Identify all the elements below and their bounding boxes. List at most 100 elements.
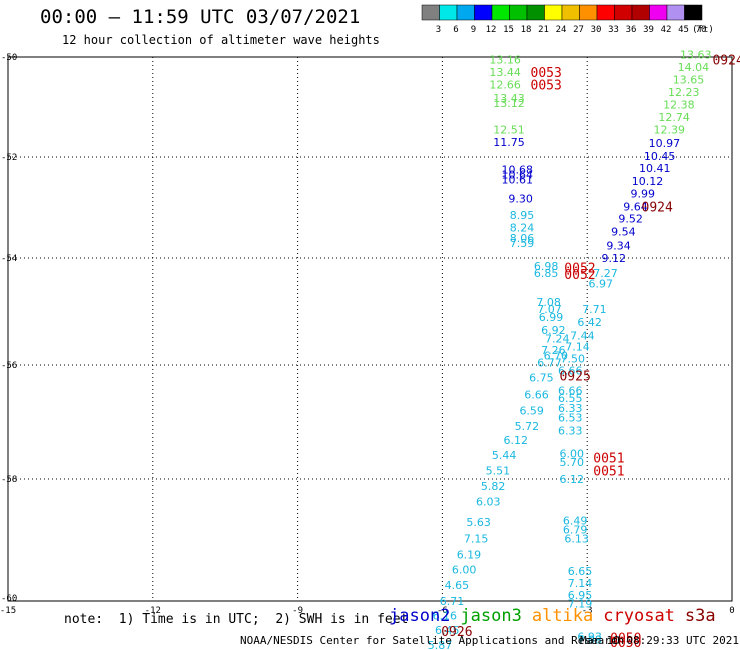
wave-height-label: 10.61 xyxy=(501,174,533,187)
wave-height-label: 10.45 xyxy=(644,150,676,163)
colorbar-unit: (ft) xyxy=(692,25,714,35)
y-tick-label: -58 xyxy=(1,475,17,485)
wave-height-label: 10.68 xyxy=(501,164,533,177)
wave-height-label: 12.74 xyxy=(658,111,690,124)
wave-height-label: 6.66 xyxy=(558,365,583,378)
colorbar-tick-label: 45 xyxy=(678,25,689,35)
wave-height-label: 9.99 xyxy=(630,187,655,200)
wave-height-label: 10.41 xyxy=(639,162,671,175)
wave-height-label: 4.65 xyxy=(445,579,470,592)
legend-entry-jason2: jason2 xyxy=(389,606,451,626)
wave-height-label: 8.06 xyxy=(510,232,535,245)
wave-height-label: 6.00 xyxy=(452,563,477,576)
colorbar-tick-label: 39 xyxy=(643,25,654,35)
pass-time-label: 0051 xyxy=(593,464,624,479)
wave-height-label: 6.33 xyxy=(558,402,583,415)
wave-height-label: 6.03 xyxy=(476,496,501,509)
wave-height-label: 12.66 xyxy=(489,79,521,92)
pass-time-label: 0052 xyxy=(564,268,595,283)
wave-height-label: 6.00 xyxy=(560,447,585,460)
wave-height-label: 5.87 xyxy=(428,639,453,650)
wave-height-label: 7.27 xyxy=(593,267,618,280)
wave-height-label: 7.15 xyxy=(464,533,489,546)
wave-height-label: 8.95 xyxy=(510,209,535,222)
wave-height-label: 6.92 xyxy=(541,324,566,337)
wave-height-label: 6.42 xyxy=(577,316,602,329)
wave-height-label: 13.16 xyxy=(489,54,521,67)
plot-frame xyxy=(7,56,733,602)
colorbar-tick-label: 21 xyxy=(538,25,549,35)
wave-height-label: 6.71 xyxy=(440,595,465,608)
colorbar-tick-label: 15 xyxy=(503,25,514,35)
wave-height-label: 5.63 xyxy=(466,516,491,529)
pass-time-label: 0051 xyxy=(593,451,624,466)
x-tick-label: -15 xyxy=(0,606,16,616)
wave-height-label: 13.44 xyxy=(489,66,521,79)
wave-height-label: 7.14 xyxy=(568,577,593,590)
wave-height-label: 6.66 xyxy=(524,389,549,402)
footnote: note: 1) Time is in UTC; 2) SWH is in fe… xyxy=(64,612,409,627)
wave-height-label: 6.99 xyxy=(539,311,564,324)
wave-height-label: 6.97 xyxy=(588,278,613,291)
wave-height-label: 13.43 xyxy=(493,92,525,105)
wave-height-label: 6.19 xyxy=(457,549,482,562)
wave-height-label: 6.45 xyxy=(435,624,460,637)
wave-height-label: 13.65 xyxy=(673,74,705,87)
generated-timestamp: Mar 10 08:29:33 UTC 2021 xyxy=(580,634,739,647)
pass-time-label: 0053 xyxy=(531,66,562,81)
colorbar-tick-label: 70 xyxy=(696,25,707,35)
color-scale-bar: 3 6 9 12 15 18 21 24 27 30 33 36 39 42 45 70(ft) xyxy=(421,4,714,35)
colorbar-tick-label: 12 xyxy=(486,25,497,35)
wave-height-label: 14.04 xyxy=(678,61,710,74)
colorbar-tick-label: 3 xyxy=(436,25,441,35)
wave-height-label: 6.49 xyxy=(563,515,588,528)
wave-height-label: 8.24 xyxy=(510,222,535,235)
wave-height-label: 6.93 xyxy=(577,631,602,644)
wave-height-label: 6.98 xyxy=(534,260,559,273)
colorbar-tick-label: 30 xyxy=(591,25,602,35)
wave-height-label: 7.14 xyxy=(565,340,590,353)
wave-height-label: 9.12 xyxy=(601,252,626,265)
colorbar-tick-label: 6 xyxy=(453,25,458,35)
wave-height-label: 12.39 xyxy=(654,124,686,137)
wave-height-label: 6.16 xyxy=(433,610,458,623)
wave-height-label: 6.55 xyxy=(558,392,583,405)
wave-height-label: 6.66 xyxy=(558,385,583,398)
wave-height-label: 6.79 xyxy=(563,524,588,537)
wave-height-label: 7.59 xyxy=(510,237,535,250)
wave-height-label: 13.12 xyxy=(493,97,525,110)
y-tick-label: -54 xyxy=(1,254,17,264)
y-tick-label: -56 xyxy=(1,361,17,371)
wave-height-label: 6.33 xyxy=(558,425,583,438)
pass-time-label: 0052 xyxy=(564,262,595,277)
x-tick-label: 0 xyxy=(729,606,734,616)
wave-height-label: 12.23 xyxy=(668,86,700,99)
wave-height-label: 6.95 xyxy=(568,589,593,602)
wave-height-label: 7.50 xyxy=(560,353,585,366)
wave-height-label: 9.64 xyxy=(623,200,648,213)
page-title: 00:00 – 11:59 UTC 03/07/2021 xyxy=(40,6,361,28)
pass-time-label: 0926 xyxy=(441,625,472,640)
pass-time-label: 0925 xyxy=(559,369,590,384)
credit-text: NOAA/NESDIS Center for Satellite Applica… xyxy=(240,634,625,647)
colorbar-swatch xyxy=(684,4,703,21)
wave-height-label: 5.44 xyxy=(492,449,517,462)
pass-time-label: 0053 xyxy=(531,79,562,94)
wave-height-label: 5.70 xyxy=(560,456,585,469)
colorbar-tick-label: 36 xyxy=(626,25,637,35)
legend-entry-altika: altika xyxy=(531,606,594,626)
wave-height-label: 10.64 xyxy=(501,169,533,182)
wave-height-label: 5.51 xyxy=(486,464,511,477)
x-tick-label: -12 xyxy=(145,606,161,616)
wave-height-label: 6.12 xyxy=(504,434,529,447)
y-tick-label: -60 xyxy=(1,594,17,604)
wave-height-label: 6.70 xyxy=(544,349,569,362)
wave-height-label: 10.97 xyxy=(649,137,681,150)
wave-height-label: 6.13 xyxy=(564,533,589,546)
wave-height-label: 12.38 xyxy=(663,99,695,112)
pass-time-label: 0050 xyxy=(610,632,641,647)
colorbar-tick-label: 42 xyxy=(661,25,672,35)
legend-entry-jason3: jason3 xyxy=(460,606,522,626)
wave-height-label: 9.34 xyxy=(606,239,631,252)
wave-height-label: 7.07 xyxy=(537,303,562,316)
